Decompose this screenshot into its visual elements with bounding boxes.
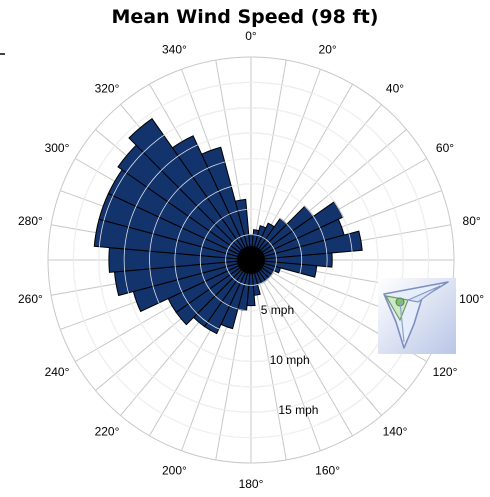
direction-label: 60° (436, 141, 454, 155)
speed-bars (93, 117, 363, 335)
direction-label: 200° (162, 464, 187, 478)
ring-label: 15 mph (278, 403, 318, 417)
wind-bar (250, 252, 333, 268)
wind-bar (250, 230, 363, 261)
grid-ring-overlay (149, 158, 353, 362)
direction-label: 120° (433, 365, 458, 379)
grid-ring-overlay (174, 183, 328, 337)
direction-label: 140° (383, 425, 408, 439)
direction-label: 260° (18, 292, 43, 306)
grid-ring-overlay (72, 81, 430, 439)
wind-bar (234, 198, 252, 261)
grid-ring-overlay (98, 107, 404, 413)
center-hub (245, 254, 257, 266)
axis-labels: 0° 20° 40° 60° 80° 100° 120° 140° 160° 180° 200° 22… (18, 29, 484, 491)
grid-ring-overlay (123, 132, 379, 388)
ring-label: 10 mph (270, 353, 310, 367)
grid-ring-overlay (225, 234, 277, 286)
grid-ring-overlay (199, 208, 303, 312)
direction-label: 0° (245, 29, 257, 43)
wind-bar (201, 146, 252, 261)
direction-label: 100° (459, 292, 484, 306)
direction-label: 160° (315, 464, 340, 478)
ring-label: 5 mph (261, 303, 294, 317)
chart-title: Mean Wind Speed (98 ft) (111, 6, 379, 28)
direction-label: 300° (45, 141, 70, 155)
wind-bar (171, 135, 252, 261)
direction-label: 280° (18, 214, 43, 228)
direction-label: 220° (95, 425, 120, 439)
glider-logo-icon (378, 278, 456, 354)
edge-mark (0, 53, 5, 55)
direction-label: 180° (239, 477, 264, 491)
grid-overlay (72, 81, 430, 439)
direction-label: 20° (319, 43, 337, 57)
direction-label: 240° (45, 365, 70, 379)
direction-label: 40° (386, 81, 404, 95)
direction-label: 320° (95, 81, 120, 95)
wind-bar (128, 117, 252, 261)
direction-label: 340° (162, 43, 187, 57)
direction-label: 80° (463, 214, 481, 228)
